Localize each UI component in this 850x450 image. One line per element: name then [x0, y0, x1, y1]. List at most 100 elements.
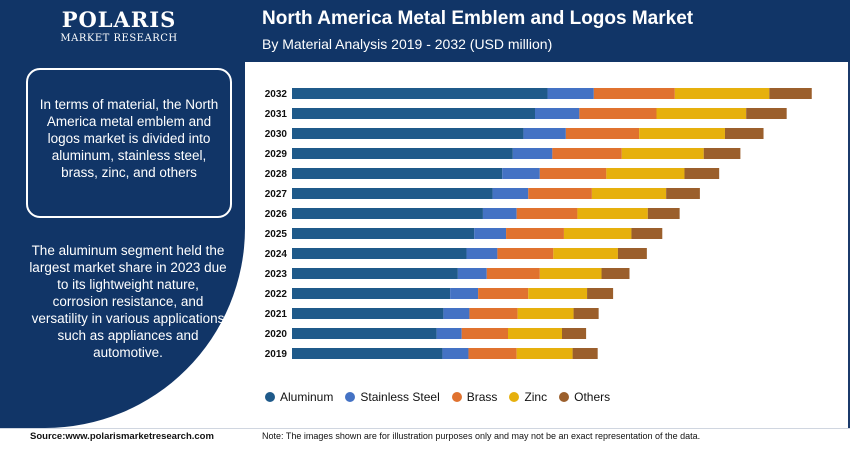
- bar-stainless-steel-2021: [443, 308, 470, 319]
- legend-item-others: Others: [559, 390, 610, 404]
- logo-name: POLARIS: [61, 7, 177, 32]
- year-label-2030: 2030: [265, 129, 288, 140]
- bar-aluminum-2026: [292, 208, 483, 219]
- bar-stainless-steel-2027: [492, 188, 529, 199]
- bar-brass-2029: [552, 148, 622, 159]
- year-label-2031: 2031: [265, 109, 288, 120]
- bar-stainless-steel-2030: [523, 128, 566, 139]
- bar-others-2029: [703, 148, 741, 159]
- bar-others-2028: [684, 168, 720, 179]
- legend-item-aluminum: Aluminum: [265, 390, 333, 404]
- bar-zinc-2019: [516, 348, 573, 359]
- bar-stainless-steel-2024: [466, 248, 498, 259]
- bar-others-2022: [587, 288, 614, 299]
- bar-zinc-2025: [563, 228, 632, 239]
- bar-stainless-steel-2023: [457, 268, 487, 279]
- bar-aluminum-2030: [292, 128, 524, 139]
- bar-brass-2027: [528, 188, 592, 199]
- legend-item-brass: Brass: [451, 390, 498, 404]
- bar-zinc-2022: [528, 288, 588, 299]
- bar-aluminum-2031: [292, 108, 535, 119]
- legend-label-aluminum: Aluminum: [280, 390, 334, 404]
- bar-aluminum-2028: [292, 168, 503, 179]
- bar-brass-2021: [469, 308, 518, 319]
- bar-aluminum-2019: [292, 348, 443, 359]
- bar-others-2019: [572, 348, 598, 359]
- legend-label-brass: Brass: [466, 390, 498, 404]
- bar-others-2030: [724, 128, 764, 139]
- bar-stainless-steel-2020: [436, 328, 462, 339]
- legend-item-zinc: Zinc: [509, 390, 547, 404]
- bar-zinc-2030: [639, 128, 725, 139]
- bar-stainless-steel-2022: [450, 288, 479, 299]
- disclaimer-note: Note: The images shown are for illustrat…: [262, 431, 701, 441]
- bar-stainless-steel-2026: [482, 208, 517, 219]
- bar-aluminum-2020: [292, 328, 437, 339]
- bar-brass-2032: [593, 88, 675, 99]
- bar-brass-2025: [506, 228, 564, 239]
- page-subtitle: By Material Analysis 2019 - 2032 (USD mi…: [262, 36, 553, 52]
- bar-others-2023: [601, 268, 630, 279]
- year-label-2023: 2023: [265, 269, 288, 280]
- bar-brass-2023: [486, 268, 540, 279]
- year-label-2032: 2032: [265, 89, 288, 100]
- bar-others-2020: [562, 328, 587, 339]
- bar-aluminum-2027: [292, 188, 493, 199]
- bar-zinc-2023: [539, 268, 602, 279]
- year-label-2022: 2022: [265, 289, 288, 300]
- bar-others-2024: [617, 248, 647, 259]
- bar-aluminum-2022: [292, 288, 451, 299]
- legend-swatch-brass: [451, 392, 462, 402]
- bar-others-2025: [631, 228, 663, 239]
- bar-brass-2030: [565, 128, 640, 139]
- bar-zinc-2032: [674, 88, 770, 99]
- bar-zinc-2020: [508, 328, 562, 339]
- bar-aluminum-2029: [292, 148, 513, 159]
- aluminum-share-text: The aluminum segment held the largest ma…: [29, 243, 227, 360]
- bar-aluminum-2025: [292, 228, 475, 239]
- bar-aluminum-2032: [292, 88, 548, 99]
- segmentation-text-box: In terms of material, the North America …: [26, 68, 232, 218]
- chart-legend: Aluminum Stainless Steel Brass Zinc Others: [265, 390, 610, 404]
- bar-brass-2026: [516, 208, 578, 219]
- bar-zinc-2029: [621, 148, 704, 159]
- bar-aluminum-2024: [292, 248, 467, 259]
- bar-zinc-2021: [517, 308, 574, 319]
- year-label-2027: 2027: [265, 189, 288, 200]
- legend-label-stainless-steel: Stainless Steel: [360, 390, 440, 404]
- bar-aluminum-2023: [292, 268, 458, 279]
- year-label-2020: 2020: [265, 329, 288, 340]
- bar-brass-2020: [461, 328, 508, 339]
- bar-others-2031: [746, 108, 787, 119]
- bar-stainless-steel-2028: [502, 168, 540, 179]
- header-bar: POLARIS MARKET RESEARCH North America Me…: [0, 0, 850, 62]
- legend-swatch-others: [559, 392, 570, 402]
- stacked-bar-chart: 2032 2031 2030 2029 2028 2027 2026 2025 2024 2023…: [265, 88, 812, 360]
- bar-others-2026: [647, 208, 680, 219]
- bar-stainless-steel-2029: [512, 148, 553, 159]
- legend-swatch-zinc: [509, 392, 520, 402]
- source-text: Source:www.polarismarketresearch.com: [30, 431, 214, 442]
- polaris-logo: POLARIS MARKET RESEARCH: [24, 8, 214, 54]
- bar-zinc-2027: [591, 188, 667, 199]
- year-label-2028: 2028: [265, 169, 288, 180]
- bar-stainless-steel-2032: [547, 88, 594, 99]
- year-label-2025: 2025: [265, 229, 288, 240]
- bar-brass-2028: [539, 168, 607, 179]
- legend-label-others: Others: [574, 390, 611, 404]
- legend-item-stainless-steel: Stainless Steel: [345, 390, 440, 404]
- bar-zinc-2024: [553, 248, 618, 259]
- year-label-2026: 2026: [265, 209, 288, 220]
- year-label-2019: 2019: [265, 349, 288, 360]
- bar-others-2021: [573, 308, 599, 319]
- logo-sub: MARKET RESEARCH: [60, 33, 178, 44]
- bar-stainless-steel-2025: [474, 228, 507, 239]
- legend-label-zinc: Zinc: [524, 390, 548, 404]
- bar-stainless-steel-2019: [442, 348, 469, 359]
- legend-swatch-stainless-steel: [345, 392, 356, 402]
- year-label-2024: 2024: [265, 249, 288, 260]
- bar-zinc-2026: [577, 208, 648, 219]
- bar-zinc-2028: [606, 168, 685, 179]
- bar-others-2032: [769, 88, 812, 99]
- bar-brass-2024: [497, 248, 554, 259]
